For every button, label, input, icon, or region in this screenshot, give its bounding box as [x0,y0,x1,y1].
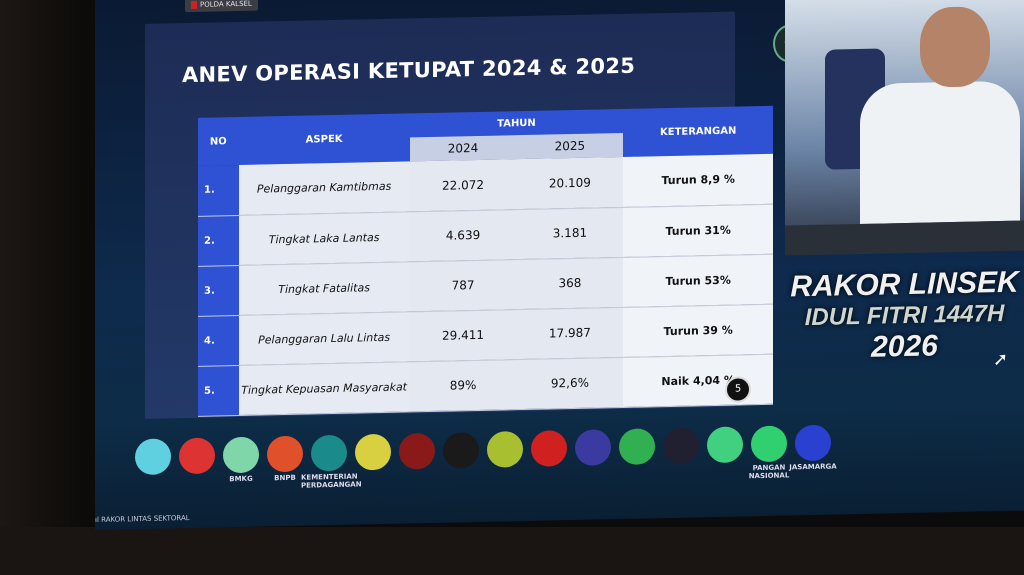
speaker [825,6,1020,225]
kemendag-logo-icon: KEMENTERIAN PERDAGANGAN [301,434,362,490]
keterangan-cell: Turun 31% [623,203,773,257]
shirt [860,80,1020,224]
row-number: 2. [198,214,239,266]
pu-logo-icon [355,433,391,471]
value-2025: 3.181 [516,206,624,260]
logo-13-icon [663,427,699,465]
badge-icon [191,0,197,9]
aspek-cell: Tingkat Laka Lantas [238,211,410,265]
logo-label: JASAMARGA [789,462,837,472]
logo-1-icon [135,438,171,476]
floor [0,527,1024,575]
value-2024: 4.639 [409,209,517,262]
header-no: NO [198,116,239,166]
keterangan-cell: Turun 8,9 % [623,153,773,207]
value-2024: 89% [409,359,517,412]
presentation-slide: ✦ ANEV OPERASI KETUPAT 2024 & 2025 NO AS… [145,11,807,419]
value-2024: 29.411 [409,309,517,362]
badge-label: POLDA KALSEL [200,0,252,9]
value-2025: 20.109 [516,156,624,210]
aspek-cell: Pelanggaran Lalu Lintas [238,311,410,365]
header-aspek: ASPEK [238,113,410,165]
keterangan-cell: Naik 4,04 % [623,353,773,407]
slide-title: ANEV OPERASI KETUPAT 2024 & 2025 [182,53,636,88]
tni-logo-icon [531,430,567,467]
table-row: 5. Tingkat Kepuasan Masyarakat 89% 92,6% Nai… [198,353,773,416]
event-line-2: IDUL FITRI 1447H [804,299,1005,332]
value-2025: 368 [516,256,624,310]
kemenhub-logo-icon [575,429,611,466]
logo-2-icon [179,437,215,475]
aspek-cell: Tingkat Kepuasan Masyarakat [238,361,410,415]
mouse-cursor-icon: ➚ [993,348,1009,371]
row-number: 4. [198,314,239,366]
header-keterangan: KETERANGAN [623,105,773,157]
aspek-cell: Pelanggaran Kamtibmas [238,161,410,215]
header-2024: 2024 [409,135,517,162]
polda-badge: POLDA KALSEL [185,0,258,13]
event-line-1: RAKOR LINSEK [790,265,1019,304]
row-number: 5. [198,364,239,416]
value-2024: 787 [409,259,517,312]
logo-7-icon [399,432,435,470]
anev-table: NO ASPEK TAHUN KETERANGAN 2024 2025 1. Pe… [198,105,773,417]
logo-strip: BMKG BNPB KEMENTERIAN PERDAGANGAN PANGAN NA… [135,422,935,490]
display-screen: POLDA KALSEL ✦ ANEV OPERASI KETUPAT 2024… [95,0,1024,531]
speaker-video [785,0,1024,256]
row-number: 3. [198,264,239,316]
footer-text: RAKOR LINTAS SEKTORAL [101,514,190,524]
desk [785,220,1024,256]
value-2024: 22.072 [409,159,517,212]
pangan-logo-icon: PANGAN NASIONAL [749,425,789,480]
event-line-3: 2026 [871,329,938,364]
value-2025: 17.987 [516,306,624,360]
keterangan-cell: Turun 39 % [623,303,773,357]
bnpb-logo-icon: BNPB [267,435,303,482]
footer-label: ıl RAKOR LINTAS SEKTORAL [95,514,190,524]
row-number: 1. [198,164,239,216]
polri-logo-icon [487,431,523,468]
event-title: RAKOR LINSEK IDUL FITRI 1447H 2026 [785,266,1024,367]
kemenag-logo-icon [619,428,655,466]
jasamarga-logo-icon: JASAMARGA [789,424,837,471]
logo-8-icon [443,431,479,469]
aspek-cell: Tingkat Fatalitas [238,261,410,315]
value-2025: 92,6% [516,356,624,410]
logo-label: KEMENTERIAN PERDAGANGAN [301,472,362,490]
logo-14-icon [707,426,743,464]
keterangan-cell: Turun 53% [623,253,773,307]
header-2025: 2025 [516,132,624,160]
bmkg-logo-icon: BMKG [223,436,259,483]
head [920,6,990,88]
